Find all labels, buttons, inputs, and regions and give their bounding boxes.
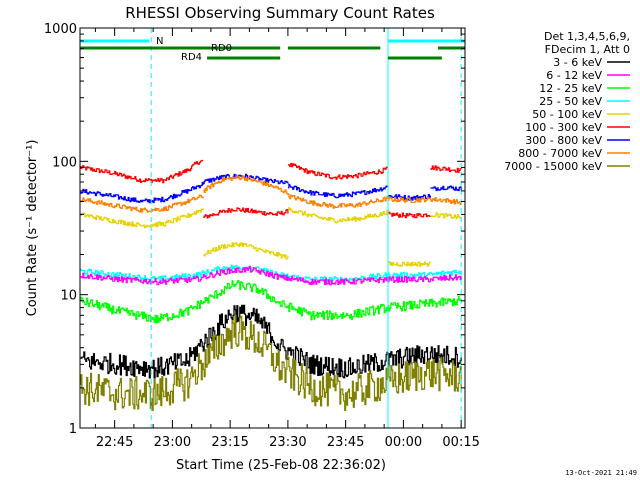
legend: Det 1,3,4,5,6,9,FDecim 1, Att 03 - 6 keV… <box>504 30 630 173</box>
series-line <box>203 242 289 260</box>
series-line <box>80 159 204 184</box>
series-line <box>430 212 462 219</box>
generated-timestamp: 13-Oct-2021 21:49 <box>565 469 637 477</box>
series-line <box>203 207 289 219</box>
legend-label: 300 - 800 keV <box>525 134 602 147</box>
series-line <box>287 193 389 209</box>
y-tick-label: 10 <box>60 289 77 304</box>
x-tick-label: 00:00 <box>385 435 422 450</box>
series-800-7000-kev <box>80 175 462 213</box>
series-50-100-kev <box>80 207 462 267</box>
flag-label-rd0: RD0 <box>211 43 232 54</box>
series-100-300-kev <box>80 159 462 219</box>
x-tick-label: 22:45 <box>96 435 133 450</box>
series-line <box>80 208 204 229</box>
series-12-25-kev <box>80 279 462 324</box>
series-line <box>203 173 289 185</box>
flag-label-rd4: RD4 <box>181 52 202 63</box>
x-tick-label: 23:45 <box>327 435 364 450</box>
x-tick-label: 23:15 <box>211 435 248 450</box>
legend-label: 12 - 25 keV <box>539 82 602 95</box>
series-line <box>80 194 204 213</box>
series-line <box>203 175 289 196</box>
series-line <box>287 183 389 199</box>
series-line <box>430 165 462 173</box>
x-tick-label: 23:30 <box>269 435 306 450</box>
plot-area: N RD0 RD4 <box>80 28 465 428</box>
series-line <box>80 265 462 286</box>
x-axis-label: Start Time (25-Feb-08 22:36:02) <box>176 458 386 473</box>
legend-label: 25 - 50 keV <box>539 95 602 108</box>
legend-label: 7000 - 15000 keV <box>504 160 602 173</box>
series-7000-15000-kev <box>80 314 462 411</box>
flag-label-n: N <box>156 36 163 47</box>
y-tick-label: 1 <box>69 422 77 437</box>
legend-label: 800 - 7000 keV <box>518 147 602 160</box>
series-line <box>80 279 462 324</box>
legend-label: 6 - 12 keV <box>546 69 602 82</box>
x-tick-label: 23:00 <box>154 435 191 450</box>
y-axis-label: Count Rate (s⁻¹ detector⁻¹) <box>25 140 40 317</box>
series-line <box>430 185 462 192</box>
plot-frame <box>79 27 466 429</box>
series-line <box>388 261 431 267</box>
series-line <box>80 181 204 204</box>
legend-header: FDecim 1, Att 0 <box>545 43 630 56</box>
legend-label: 3 - 6 keV <box>553 56 602 69</box>
legend-header: Det 1,3,4,5,6,9, <box>544 30 630 43</box>
x-tick-label: 00:15 <box>442 435 479 450</box>
y-tick-label: 100 <box>52 155 77 170</box>
series-3-6-kev <box>80 304 462 379</box>
y-tick-label: 1000 <box>44 22 77 37</box>
series-line <box>430 197 462 206</box>
series-line <box>388 211 431 219</box>
axes: 1 10 100 1000 22:45 23:00 23:15 23:30 23:45 00:00… <box>44 22 480 450</box>
series-line <box>287 162 388 180</box>
legend-label: 100 - 300 keV <box>525 121 602 134</box>
chart-title: RHESSI Observing Summary Count Rates <box>125 4 435 22</box>
series-line <box>80 314 462 411</box>
legend-label: 50 - 100 keV <box>532 108 602 121</box>
series-line <box>287 207 389 224</box>
series-line <box>388 196 431 203</box>
series-6-12-kev <box>80 265 462 286</box>
series-line <box>80 304 462 379</box>
